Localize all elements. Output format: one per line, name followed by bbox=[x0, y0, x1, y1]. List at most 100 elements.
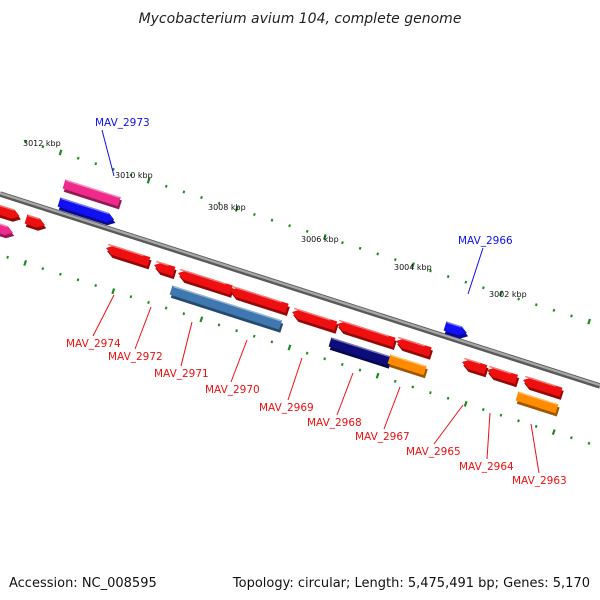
tick-major bbox=[375, 372, 380, 379]
gene-red-mav-2970-body bbox=[230, 287, 289, 313]
callout-mav-2968 bbox=[336, 372, 354, 416]
tick-major bbox=[111, 288, 116, 295]
scale-label: 3002 kbp bbox=[489, 290, 527, 299]
tick-minor bbox=[570, 436, 573, 440]
gene-navy-mav-2968 bbox=[328, 337, 392, 369]
gene-red-upper-1-body bbox=[0, 204, 20, 219]
tick-minor bbox=[376, 252, 380, 256]
tick-minor bbox=[129, 173, 133, 177]
tick-minor bbox=[323, 357, 327, 361]
gene-red-upper-2-body bbox=[24, 214, 45, 228]
genome-backbone bbox=[0, 192, 600, 387]
gene-red-mav-2969-body bbox=[292, 309, 338, 331]
gene-red-mav-2971 bbox=[178, 268, 234, 298]
tick-minor bbox=[429, 269, 432, 273]
tick-minor bbox=[517, 419, 520, 423]
gene-red-mav-2969-highlight bbox=[293, 307, 331, 321]
tick-minor bbox=[147, 300, 150, 305]
tick-minor bbox=[270, 340, 274, 344]
tick-minor bbox=[59, 272, 62, 276]
gene-red-mav-2974-highlight bbox=[107, 243, 144, 257]
gene-label-mav-2970[interactable]: MAV_2970 bbox=[205, 384, 260, 396]
gene-blue-mav-2973-highlight bbox=[60, 197, 110, 215]
callout-mav-2970 bbox=[230, 339, 248, 383]
gene-label-mav-2964[interactable]: MAV_2964 bbox=[459, 461, 514, 473]
gene-blue-mav-2973-body bbox=[57, 197, 115, 223]
gene-label-mav-2968[interactable]: MAV_2968 bbox=[307, 417, 362, 429]
tick-minor bbox=[358, 246, 362, 250]
tick-marks bbox=[6, 139, 592, 445]
gene-label-mav-2967[interactable]: MAV_2967 bbox=[355, 431, 410, 443]
tick-minor bbox=[305, 351, 309, 355]
tick-minor bbox=[41, 267, 45, 271]
gene-steel-mav-2970-highlight bbox=[172, 285, 282, 322]
gene-orange-mav-2963-body bbox=[515, 391, 559, 414]
tick-minor bbox=[182, 190, 186, 194]
gene-label-mav-2965[interactable]: MAV_2965 bbox=[406, 446, 461, 458]
gene-pink-mav-2973 bbox=[62, 179, 122, 210]
tick-minor bbox=[534, 424, 538, 429]
tick-minor bbox=[129, 295, 133, 299]
tick-minor bbox=[164, 184, 168, 188]
gene-red-mav-2965-body bbox=[462, 359, 488, 375]
gene-red-mav-2963 bbox=[523, 375, 564, 400]
tick-major bbox=[411, 262, 415, 269]
tick-minor bbox=[340, 362, 344, 367]
gene-red-mav-2972-body bbox=[154, 262, 176, 276]
gene-red-mav-2963-highlight bbox=[524, 375, 556, 387]
callout-mav-2972 bbox=[134, 306, 152, 350]
gene-blue-mav-2966 bbox=[443, 321, 469, 339]
gene-label-mav-2972[interactable]: MAV_2972 bbox=[108, 351, 163, 363]
gene-orange-mav-2963 bbox=[515, 391, 560, 417]
callout-mav-2974 bbox=[92, 294, 115, 337]
tick-minor bbox=[446, 274, 450, 279]
scale-label: 3012 kbp bbox=[23, 139, 61, 148]
tick-minor bbox=[76, 278, 80, 282]
scale-label: 3008 kbp bbox=[208, 203, 246, 212]
tick-minor bbox=[235, 329, 238, 333]
accession-text: Accession: NC_008595 bbox=[9, 576, 157, 591]
tick-minor bbox=[393, 258, 397, 262]
gene-red-mav-2965 bbox=[462, 357, 489, 378]
gene-red-upper-2-highlight bbox=[27, 214, 40, 220]
gene-pink-upper-1-highlight bbox=[0, 223, 8, 228]
callout-mav-2969 bbox=[287, 357, 303, 401]
gene-label-mav-2974[interactable]: MAV_2974 bbox=[66, 338, 121, 350]
gene-red-upper-2 bbox=[24, 214, 47, 231]
gene-red-mav-2972-highlight bbox=[155, 260, 169, 266]
scale-label: 3006 kbp bbox=[301, 235, 339, 244]
tick-major bbox=[499, 290, 503, 297]
callout-mav-2973 bbox=[101, 129, 115, 177]
gene-red-mav-2974-body bbox=[106, 245, 151, 267]
gene-pink-upper-1-body bbox=[0, 223, 13, 236]
tick-major bbox=[463, 400, 468, 407]
gene-callouts bbox=[92, 129, 540, 474]
gene-red-mav-2963-body bbox=[523, 377, 563, 397]
callout-mav-2971 bbox=[180, 321, 193, 367]
gene-blue-mav-2966-body bbox=[443, 321, 467, 336]
gene-blue-mav-2966-highlight bbox=[446, 321, 462, 328]
tick-minor bbox=[253, 212, 256, 217]
gene-red-upper-1-highlight bbox=[0, 204, 15, 211]
genome-summary-text: Topology: circular; Length: 5,475,491 bp… bbox=[232, 576, 590, 591]
tick-minor bbox=[358, 368, 362, 372]
gene-red-mav-2972 bbox=[154, 260, 177, 280]
gene-orange-mav-2967 bbox=[387, 354, 428, 379]
gene-label-mav-2973[interactable]: MAV_2973 bbox=[95, 117, 150, 129]
tick-minor bbox=[570, 314, 573, 318]
tick-minor bbox=[305, 229, 309, 233]
gene-red-mav-2968-body bbox=[337, 321, 396, 347]
callout-mav-2967 bbox=[383, 386, 401, 430]
tick-minor bbox=[270, 218, 274, 222]
tick-major bbox=[551, 429, 556, 436]
figure-title: Mycobacterium avium 104, complete genome bbox=[139, 11, 462, 27]
gene-label-mav-2966[interactable]: MAV_2966 bbox=[458, 235, 513, 247]
tick-minor bbox=[411, 385, 415, 389]
gene-label-mav-2969[interactable]: MAV_2969 bbox=[259, 402, 314, 414]
gene-pink-upper-1 bbox=[0, 223, 15, 239]
gene-pink-mav-2973-body bbox=[62, 179, 121, 207]
tick-minor bbox=[288, 224, 291, 228]
gene-label-mav-2971[interactable]: MAV_2971 bbox=[154, 368, 209, 380]
gene-label-mav-2963[interactable]: MAV_2963 bbox=[512, 475, 567, 487]
